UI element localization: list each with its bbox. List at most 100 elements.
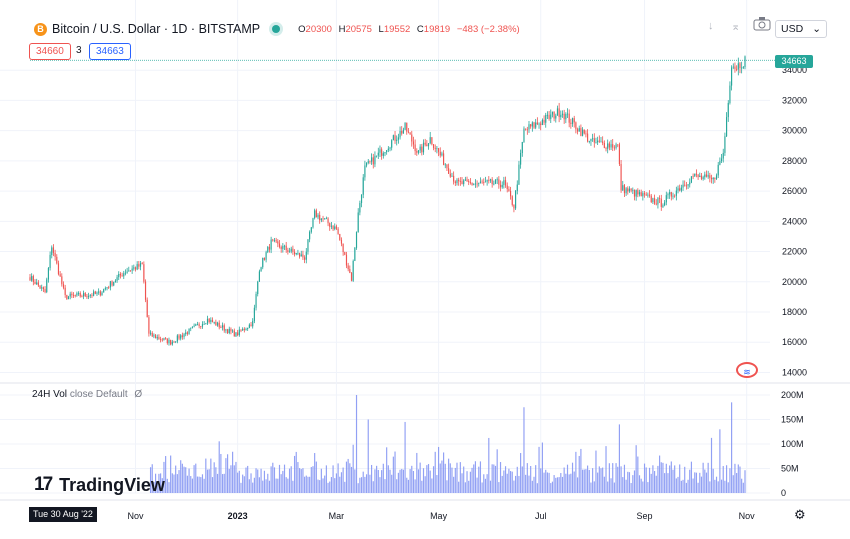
volume-bar: [444, 463, 446, 493]
candle: [551, 111, 554, 118]
volume-bar: [359, 477, 361, 493]
volume-bar: [630, 483, 632, 493]
candle: [300, 250, 302, 257]
candle: [595, 137, 597, 144]
volume-bar: [401, 468, 403, 493]
volume-bar: [299, 468, 301, 493]
volume-axis: 200M 150M 100M 50M 0: [781, 390, 804, 498]
volume-bar: [456, 462, 458, 493]
candle: [523, 126, 525, 143]
volume-bar: [325, 465, 327, 493]
candle: [257, 280, 259, 297]
candle: [653, 194, 656, 205]
volume-bar: [432, 466, 435, 493]
settings-icon[interactable]: ⚙: [794, 507, 806, 522]
volume-bar: [257, 469, 259, 493]
candle: [406, 122, 408, 135]
candle: [138, 261, 140, 270]
candle: [79, 291, 81, 298]
candle: [478, 182, 480, 187]
sell-price-button[interactable]: 34660: [29, 43, 71, 60]
volume-bar: [260, 468, 262, 493]
volume-bar: [603, 476, 605, 493]
volume-bar: [431, 478, 433, 493]
candle: [91, 293, 93, 298]
candle: [439, 147, 441, 158]
volume-bar: [578, 455, 580, 493]
candle: [453, 171, 455, 185]
volume-bar: [608, 463, 610, 493]
price-tick-label: 14000: [782, 367, 807, 377]
candle: [541, 118, 543, 126]
volume-bar: [252, 482, 254, 493]
candle: [397, 133, 399, 144]
candle: [190, 327, 192, 332]
candle: [694, 173, 696, 177]
volume-bar: [429, 470, 431, 493]
candle: [121, 272, 123, 277]
arrow-down-icon[interactable]: ↓: [708, 20, 714, 32]
candle: [725, 112, 728, 138]
volume-tick-label: 100M: [781, 439, 804, 449]
collapse-icon[interactable]: ⌅: [731, 21, 741, 33]
volume-bar: [560, 473, 562, 493]
candle: [201, 321, 204, 329]
candle: [36, 278, 38, 285]
volume-series: [149, 395, 746, 493]
candle: [414, 139, 416, 155]
candle: [355, 231, 358, 250]
candle: [471, 182, 473, 186]
candle: [62, 281, 65, 290]
volume-bar: [570, 473, 572, 493]
candle: [622, 180, 624, 191]
candle: [627, 186, 629, 195]
symbol-title[interactable]: Bitcoin / U.S. Dollar · 1D · BITSTAMP: [52, 22, 261, 36]
candle: [136, 261, 138, 271]
candle: [49, 251, 51, 271]
volume-bar: [729, 468, 731, 493]
candle: [123, 270, 125, 280]
candle: [732, 63, 734, 70]
volume-bar: [493, 464, 495, 493]
candle: [607, 139, 609, 154]
volume-bar: [469, 471, 471, 493]
time-tick-label: 2023: [228, 511, 248, 521]
candle: [402, 127, 404, 134]
candle: [454, 180, 456, 187]
volume-bar: [280, 474, 282, 493]
volume-legend[interactable]: 24H Vol close Default Ø: [32, 389, 143, 400]
volume-bar: [225, 458, 227, 493]
candle: [566, 108, 569, 119]
candle: [662, 203, 664, 209]
volume-bar: [515, 475, 517, 493]
candle: [322, 215, 324, 222]
tradingview-logo[interactable]: 17 TradingView: [34, 474, 165, 496]
candle: [710, 174, 713, 184]
price-tick-label: 24000: [782, 216, 807, 226]
candle: [225, 328, 227, 334]
buy-price-button[interactable]: 34663: [89, 43, 131, 60]
candle: [149, 330, 152, 336]
volume-bar: [355, 395, 358, 493]
candle: [593, 133, 595, 148]
volume-bar: [190, 476, 192, 493]
candle: [77, 291, 80, 296]
candle: [340, 237, 343, 247]
volume-bar: [369, 474, 371, 493]
event-marker-icon[interactable]: ≋: [736, 362, 758, 378]
candle: [367, 158, 369, 165]
volume-bar: [424, 476, 426, 493]
candle: [473, 183, 475, 186]
candle: [215, 319, 217, 326]
candle: [109, 280, 111, 291]
camera-icon[interactable]: [752, 16, 772, 34]
volume-bar: [674, 465, 676, 493]
currency-select[interactable]: USD ⌄: [775, 20, 827, 38]
symbol-legend: B Bitcoin / U.S. Dollar · 1D · BITSTAMP …: [34, 20, 520, 38]
volume-bar: [221, 474, 224, 493]
volume-bar: [669, 465, 671, 493]
volume-bar: [714, 479, 716, 493]
candle: [243, 327, 245, 333]
volume-bar: [305, 475, 307, 493]
